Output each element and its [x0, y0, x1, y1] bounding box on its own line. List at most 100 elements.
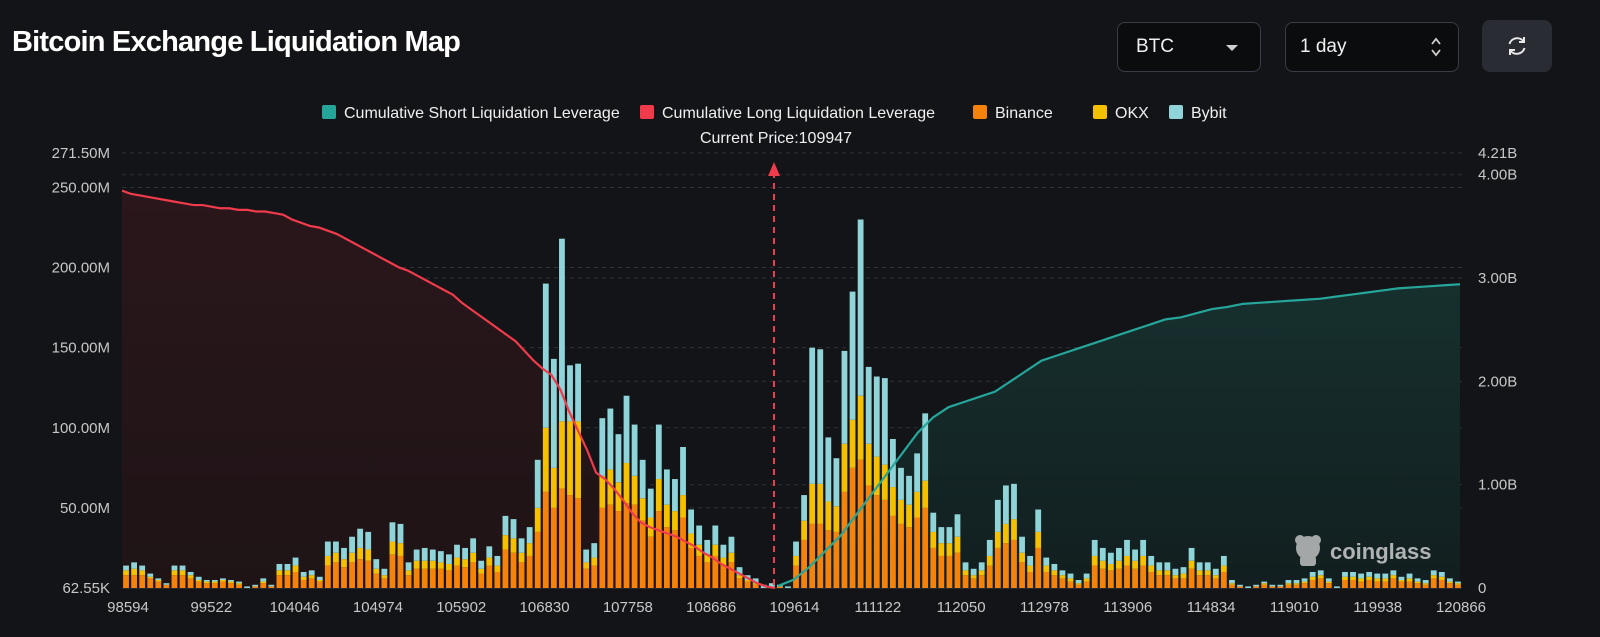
bar-okx — [1406, 578, 1413, 582]
bar-bybit — [454, 544, 460, 558]
bar-okx — [559, 421, 565, 489]
bar-bybit — [1261, 581, 1268, 584]
bar-binance — [688, 547, 695, 588]
bar-binance — [123, 575, 129, 588]
bar-bybit — [873, 376, 880, 457]
coin-select[interactable]: BTC — [1117, 22, 1261, 72]
bar-bybit — [1003, 485, 1009, 524]
x-tick-label: 120866 — [1436, 599, 1486, 616]
bar-bybit — [1438, 571, 1445, 577]
bar-bybit — [478, 560, 485, 569]
bar-binance — [179, 575, 186, 588]
bar-bybit — [1091, 539, 1098, 556]
bar-binance — [1374, 581, 1381, 588]
bar-okx — [429, 560, 436, 569]
bar-bybit — [462, 547, 468, 560]
bar-bybit — [1374, 573, 1381, 579]
bar-binance — [1204, 575, 1211, 588]
bar-binance — [1132, 568, 1138, 588]
bar-binance — [1043, 571, 1050, 588]
bar-binance — [1091, 565, 1098, 588]
bar-okx — [857, 395, 864, 460]
bar-bybit — [986, 539, 993, 556]
time-range-select[interactable]: 1 day — [1285, 22, 1459, 72]
bar-okx — [1261, 583, 1268, 585]
current-price-label: Current Price:109947 — [700, 130, 852, 147]
bar-binance — [1220, 571, 1227, 588]
bar-binance — [1261, 584, 1268, 588]
bar-okx — [292, 565, 299, 572]
bar-bybit — [357, 528, 364, 548]
bar-binance — [421, 568, 428, 588]
bar-bybit — [470, 538, 477, 553]
bar-bybit — [437, 551, 444, 563]
bar-bybit — [1309, 571, 1316, 577]
bar-okx — [1140, 555, 1147, 566]
bar-okx — [1180, 573, 1187, 579]
bar-binance — [680, 517, 686, 588]
x-tick-label: 119010 — [1270, 599, 1319, 616]
bar-binance — [276, 575, 283, 588]
bar-bybit — [962, 562, 969, 571]
bar-okx — [421, 560, 428, 569]
bar-okx — [139, 570, 146, 576]
bar-okx — [978, 570, 985, 576]
bar-binance — [1301, 583, 1308, 588]
bar-bybit — [1172, 568, 1179, 576]
bar-bybit — [421, 547, 428, 561]
bar-binance — [1196, 575, 1203, 588]
bar-binance — [333, 562, 339, 588]
bar-okx — [405, 570, 412, 576]
bar-okx — [1132, 560, 1138, 569]
bar-okx — [623, 463, 630, 504]
bar-okx — [922, 480, 929, 508]
bar-okx — [510, 538, 517, 553]
bar-okx — [841, 443, 848, 492]
bar-okx — [195, 579, 202, 582]
bar-bybit — [1116, 547, 1122, 561]
bar-binance — [994, 547, 1001, 588]
bar-binance — [1124, 565, 1130, 588]
bar-okx — [260, 581, 267, 584]
bar-binance — [962, 575, 969, 588]
bar-okx — [865, 443, 872, 486]
bar-bybit — [276, 563, 283, 571]
bar-binance — [437, 568, 444, 588]
refresh-button[interactable] — [1482, 20, 1552, 72]
bar-okx — [534, 507, 541, 532]
bar-bybit — [1350, 571, 1356, 577]
bar-okx — [970, 575, 977, 579]
bar-binance — [1059, 578, 1066, 588]
bar-binance — [914, 517, 921, 588]
bar-bybit — [1083, 573, 1090, 579]
bar-bybit — [1430, 570, 1437, 576]
bar-bybit — [316, 576, 323, 580]
bar-binance — [1430, 578, 1437, 588]
bar-binance — [954, 552, 961, 588]
bar-bybit — [381, 568, 388, 576]
bar-binance — [171, 575, 178, 588]
bar-bybit — [1059, 570, 1066, 576]
bar-okx — [1059, 575, 1066, 579]
bar-bybit — [922, 413, 929, 481]
bar-binance — [898, 523, 904, 588]
bar-binance — [494, 571, 501, 588]
bar-bybit — [623, 395, 630, 464]
bar-bybit — [914, 453, 921, 492]
bar-binance — [1285, 584, 1292, 588]
coinglass-watermark: coinglass — [1295, 535, 1431, 566]
bar-bybit — [219, 578, 226, 580]
bar-binance — [1293, 584, 1300, 588]
bar-bybit — [349, 536, 355, 553]
bar-okx — [349, 552, 355, 563]
bar-binance — [381, 578, 388, 588]
bar-bybit — [1293, 579, 1300, 584]
bar-bybit — [938, 527, 945, 544]
y-left-tick-label: 100.00M — [52, 420, 110, 437]
bar-binance — [454, 565, 460, 588]
bar-okx — [1358, 578, 1365, 582]
time-range-value: 1 day — [1300, 36, 1347, 57]
coinglass-wordmark: coinglass — [1330, 539, 1431, 564]
bar-binance — [373, 573, 380, 588]
